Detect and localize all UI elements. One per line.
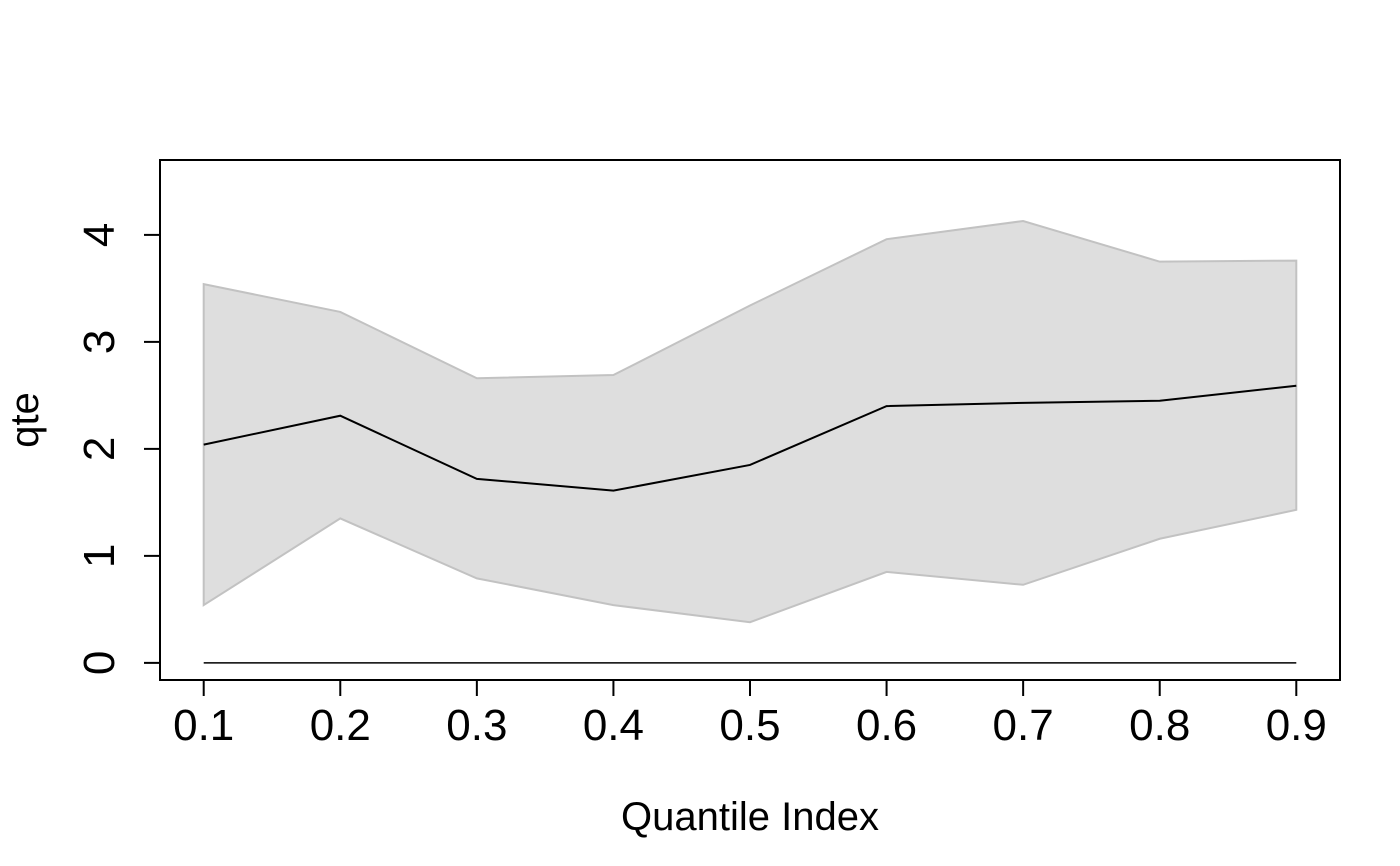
y-tick-label: 3 (75, 330, 124, 354)
x-axis-label: Quantile Index (621, 795, 879, 839)
x-tick-label: 0.4 (583, 701, 644, 750)
y-tick-label: 4 (75, 223, 124, 247)
y-tick-label: 0 (75, 651, 124, 675)
x-tick-label: 0.7 (993, 701, 1054, 750)
confidence-band-layer (202, 219, 1298, 624)
x-tick-label: 0.8 (1129, 701, 1190, 750)
confidence-band (202, 219, 1298, 624)
x-tick-label: 0.9 (1266, 701, 1327, 750)
series-layer (203, 384, 1297, 492)
x-tick-label: 0.2 (310, 701, 371, 750)
y-axis: 0 1 2 3 4 (75, 223, 161, 675)
y-axis-label: qte (3, 392, 47, 448)
x-tick-label: 0.6 (856, 701, 917, 750)
y-tick-label: 1 (75, 544, 124, 568)
x-tick-label: 0.3 (446, 701, 507, 750)
x-tick-label: 0.1 (173, 701, 234, 750)
x-axis: 0.1 0.2 0.3 0.4 0.5 0.6 0.7 0.8 0.9 (173, 679, 1327, 750)
x-tick-label: 0.5 (719, 701, 780, 750)
y-tick-label: 2 (75, 437, 124, 461)
